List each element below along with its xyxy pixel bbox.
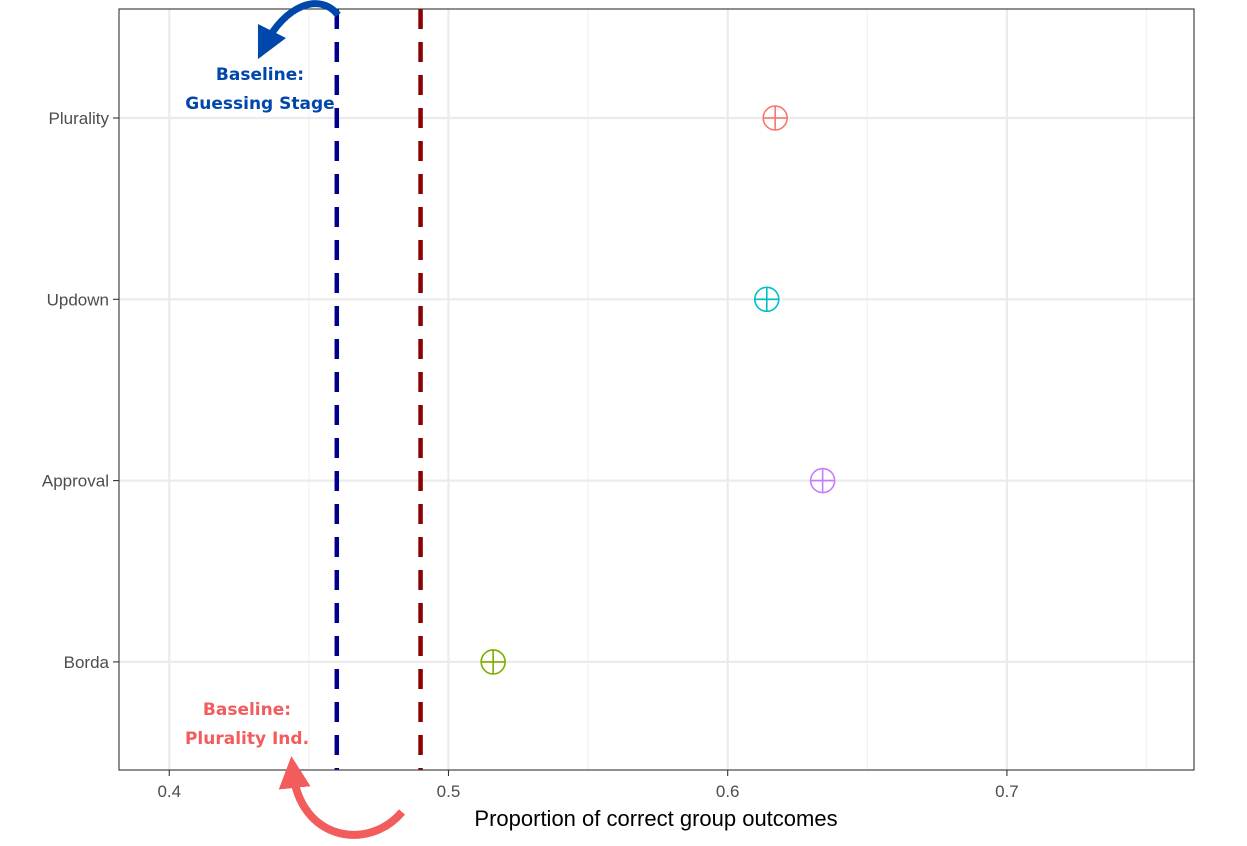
grid: [119, 9, 1194, 770]
data-point-approval: [809, 467, 836, 494]
data-point-plurality: [762, 105, 788, 131]
y-tick-label: Borda: [64, 653, 110, 672]
x-tick-label: 0.6: [716, 782, 740, 801]
annotation-guessing-line1: Baseline:: [216, 65, 304, 85]
arrow-curve-red: [278, 756, 406, 839]
annotation-plurality-line1: Baseline:: [203, 700, 291, 720]
panel-background: [119, 9, 1194, 770]
axes: 0.4 0.5 0.6 0.7 Plurality Updown Approval Borda: [42, 109, 1019, 801]
annotation-plurality-line2: Plurality Ind.: [185, 729, 309, 749]
annotation-guessing-stage: Baseline: Guessing Stage: [185, 0, 341, 114]
data-point-borda: [480, 649, 506, 675]
y-tick-label: Plurality: [49, 109, 110, 128]
x-tick-label: 0.7: [995, 782, 1019, 801]
data-points: [480, 105, 836, 675]
x-axis-title: Proportion of correct group outcomes: [474, 806, 837, 831]
x-tick-label: 0.5: [437, 782, 461, 801]
y-tick-label: Updown: [47, 290, 109, 309]
x-tick-label: 0.4: [157, 782, 181, 801]
arrow-curve-blue: [257, 0, 341, 60]
reference-lines: [334, 9, 423, 770]
data-point-updown: [753, 286, 780, 313]
annotation-plurality-ind: Baseline: Plurality Ind.: [185, 700, 406, 839]
y-tick-label: Approval: [42, 472, 109, 491]
annotation-guessing-line2: Guessing Stage: [185, 94, 334, 114]
panel-border: [118, 8, 1195, 771]
